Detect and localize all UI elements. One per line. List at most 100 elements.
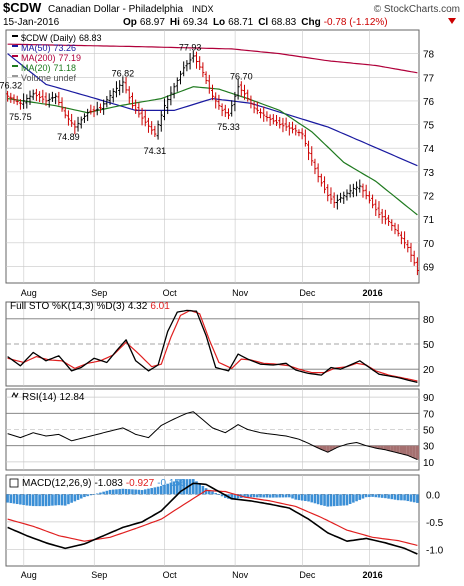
price-panel: 69 70 71 72 73 74 75 76 77 78 76.32 75.75 74.89 76.82…: [0, 29, 435, 298]
price-annotation: 76.82: [112, 69, 135, 79]
price-bar: [114, 81, 118, 98]
price-bar: [406, 239, 410, 253]
legend-value-ma20: 71.18: [54, 63, 77, 73]
ohlc-readout: Op 68.97 Hi 69.34 Lo 68.71 Cl 68.83 Chg -0.78 (-1…: [123, 17, 388, 28]
legend-entry-volume: Volume undef: [21, 73, 77, 83]
macd-histogram-bar: [79, 494, 83, 499]
price-bar: [198, 56, 202, 71]
macd-histogram-bar: [207, 489, 211, 495]
rsi-oversold-fill: [329, 445, 333, 451]
macd-histogram-bar: [35, 494, 38, 507]
macd-histogram-bar: [115, 489, 118, 495]
macd-histogram-bar: [9, 494, 13, 504]
price-bar: [412, 250, 416, 266]
macd-histogram-bar: [44, 494, 48, 507]
sto-label: Full STO %K(14,3) %D(3): [10, 301, 125, 312]
price-bar: [409, 242, 413, 263]
price-bar: [15, 95, 19, 106]
price-bar: [22, 93, 26, 109]
macd-histogram-bar: [191, 479, 195, 495]
macd-line: [7, 482, 418, 555]
macd-histogram-bar: [288, 494, 291, 498]
macd-histogram-bar: [41, 494, 45, 507]
macd-histogram-bar: [348, 494, 352, 504]
price-bar: [403, 231, 407, 249]
price-bar: [169, 86, 173, 106]
price-bar: [220, 103, 224, 117]
macd-histogram-bar: [159, 486, 163, 495]
rsi-oversold-fill: [396, 445, 400, 453]
price-annotation: 75.33: [217, 122, 240, 132]
rsi-oversold-fill: [326, 445, 330, 453]
cl-value: 68.83: [271, 17, 296, 28]
price-bar: [118, 80, 122, 96]
macd-histogram-bar: [28, 494, 32, 506]
bottom-x-label: Sep: [91, 570, 107, 580]
chart-title-exchange: INDX: [192, 4, 214, 14]
price-bar: [130, 92, 134, 109]
macd-histogram-bar: [22, 494, 25, 505]
rsi-oversold-fill: [319, 445, 323, 450]
price-y-tick-label: 69: [423, 262, 435, 273]
macd-histogram-bar: [326, 494, 330, 507]
macd-histogram-bar: [6, 494, 9, 503]
price-bar: [310, 146, 314, 166]
macd-histogram-bar: [131, 489, 134, 495]
price-bar: [387, 214, 391, 226]
price-bar: [227, 108, 231, 120]
macd-hist-value: -0.156: [157, 478, 186, 489]
rsi-oversold-fill: [316, 445, 320, 449]
macd-histogram-bar: [390, 494, 394, 500]
rsi-oversold-fill: [415, 445, 419, 460]
rsi-oversold-fill: [332, 445, 336, 449]
rsi-y-tick-label: 10: [423, 458, 435, 469]
price-bar: [175, 77, 179, 92]
price-bar: [399, 231, 403, 245]
macd-panel: -1.0 -0.5 0.0 MACD(12,26,9) -1.083 -0.927 -0.1…: [5, 474, 444, 567]
macd-legend: MACD(12,26,9) -1.083 -0.927 -0.156: [22, 478, 186, 489]
rsi-oversold-fill: [374, 445, 378, 449]
macd-histogram-bar: [342, 494, 346, 506]
rsi-oversold-fill: [402, 445, 407, 455]
rsi-value: 12.84: [59, 392, 84, 403]
hi-value: 69.34: [183, 17, 208, 28]
macd-histogram-bar: [54, 494, 57, 506]
macd-histogram-bar: [63, 494, 67, 506]
macd-histogram-bar: [416, 494, 419, 503]
chg-label: Chg: [301, 17, 320, 28]
macd-histogram-bar: [179, 479, 182, 495]
macd-histogram-bar: [102, 491, 105, 495]
macd-histogram-bar: [163, 484, 166, 495]
macd-histogram-bar: [300, 494, 304, 501]
macd-histogram-bar: [374, 494, 378, 498]
sto-d-value: 6.01: [150, 301, 170, 312]
macd-histogram-bar: [51, 494, 54, 506]
macd-value: -1.083: [94, 478, 123, 489]
price-bar: [124, 77, 128, 94]
price-bar: [265, 111, 269, 122]
bottom-x-label: Oct: [163, 570, 178, 580]
macd-histogram-bar: [31, 494, 35, 507]
price-bar: [134, 99, 138, 114]
rsi-legend: RSI(14) 12.84: [22, 392, 85, 403]
price-bar: [393, 222, 397, 235]
macd-histogram-bar: [137, 489, 141, 495]
price-bar: [345, 189, 349, 201]
lo-label: Lo: [213, 17, 225, 28]
brand-label: © StockCharts.com: [374, 4, 460, 15]
macd-histogram-bar: [156, 486, 160, 495]
chart-title-name: Canadian Dollar - Philadelphia: [48, 4, 184, 15]
rsi-label: RSI(14): [22, 392, 56, 403]
price-bar: [268, 114, 272, 126]
macd-histogram-bar: [384, 494, 387, 499]
price-bar: [377, 201, 381, 219]
rsi-oversold-fill: [386, 445, 391, 451]
macd-histogram-bar: [323, 494, 326, 506]
macd-histogram-bar: [361, 494, 365, 499]
price-bar: [342, 191, 346, 204]
price-annotation: 76.32: [0, 80, 22, 90]
price-bar: [63, 106, 67, 119]
price-bar: [6, 90, 10, 102]
price-bar: [351, 183, 355, 198]
price-bar: [47, 93, 51, 108]
